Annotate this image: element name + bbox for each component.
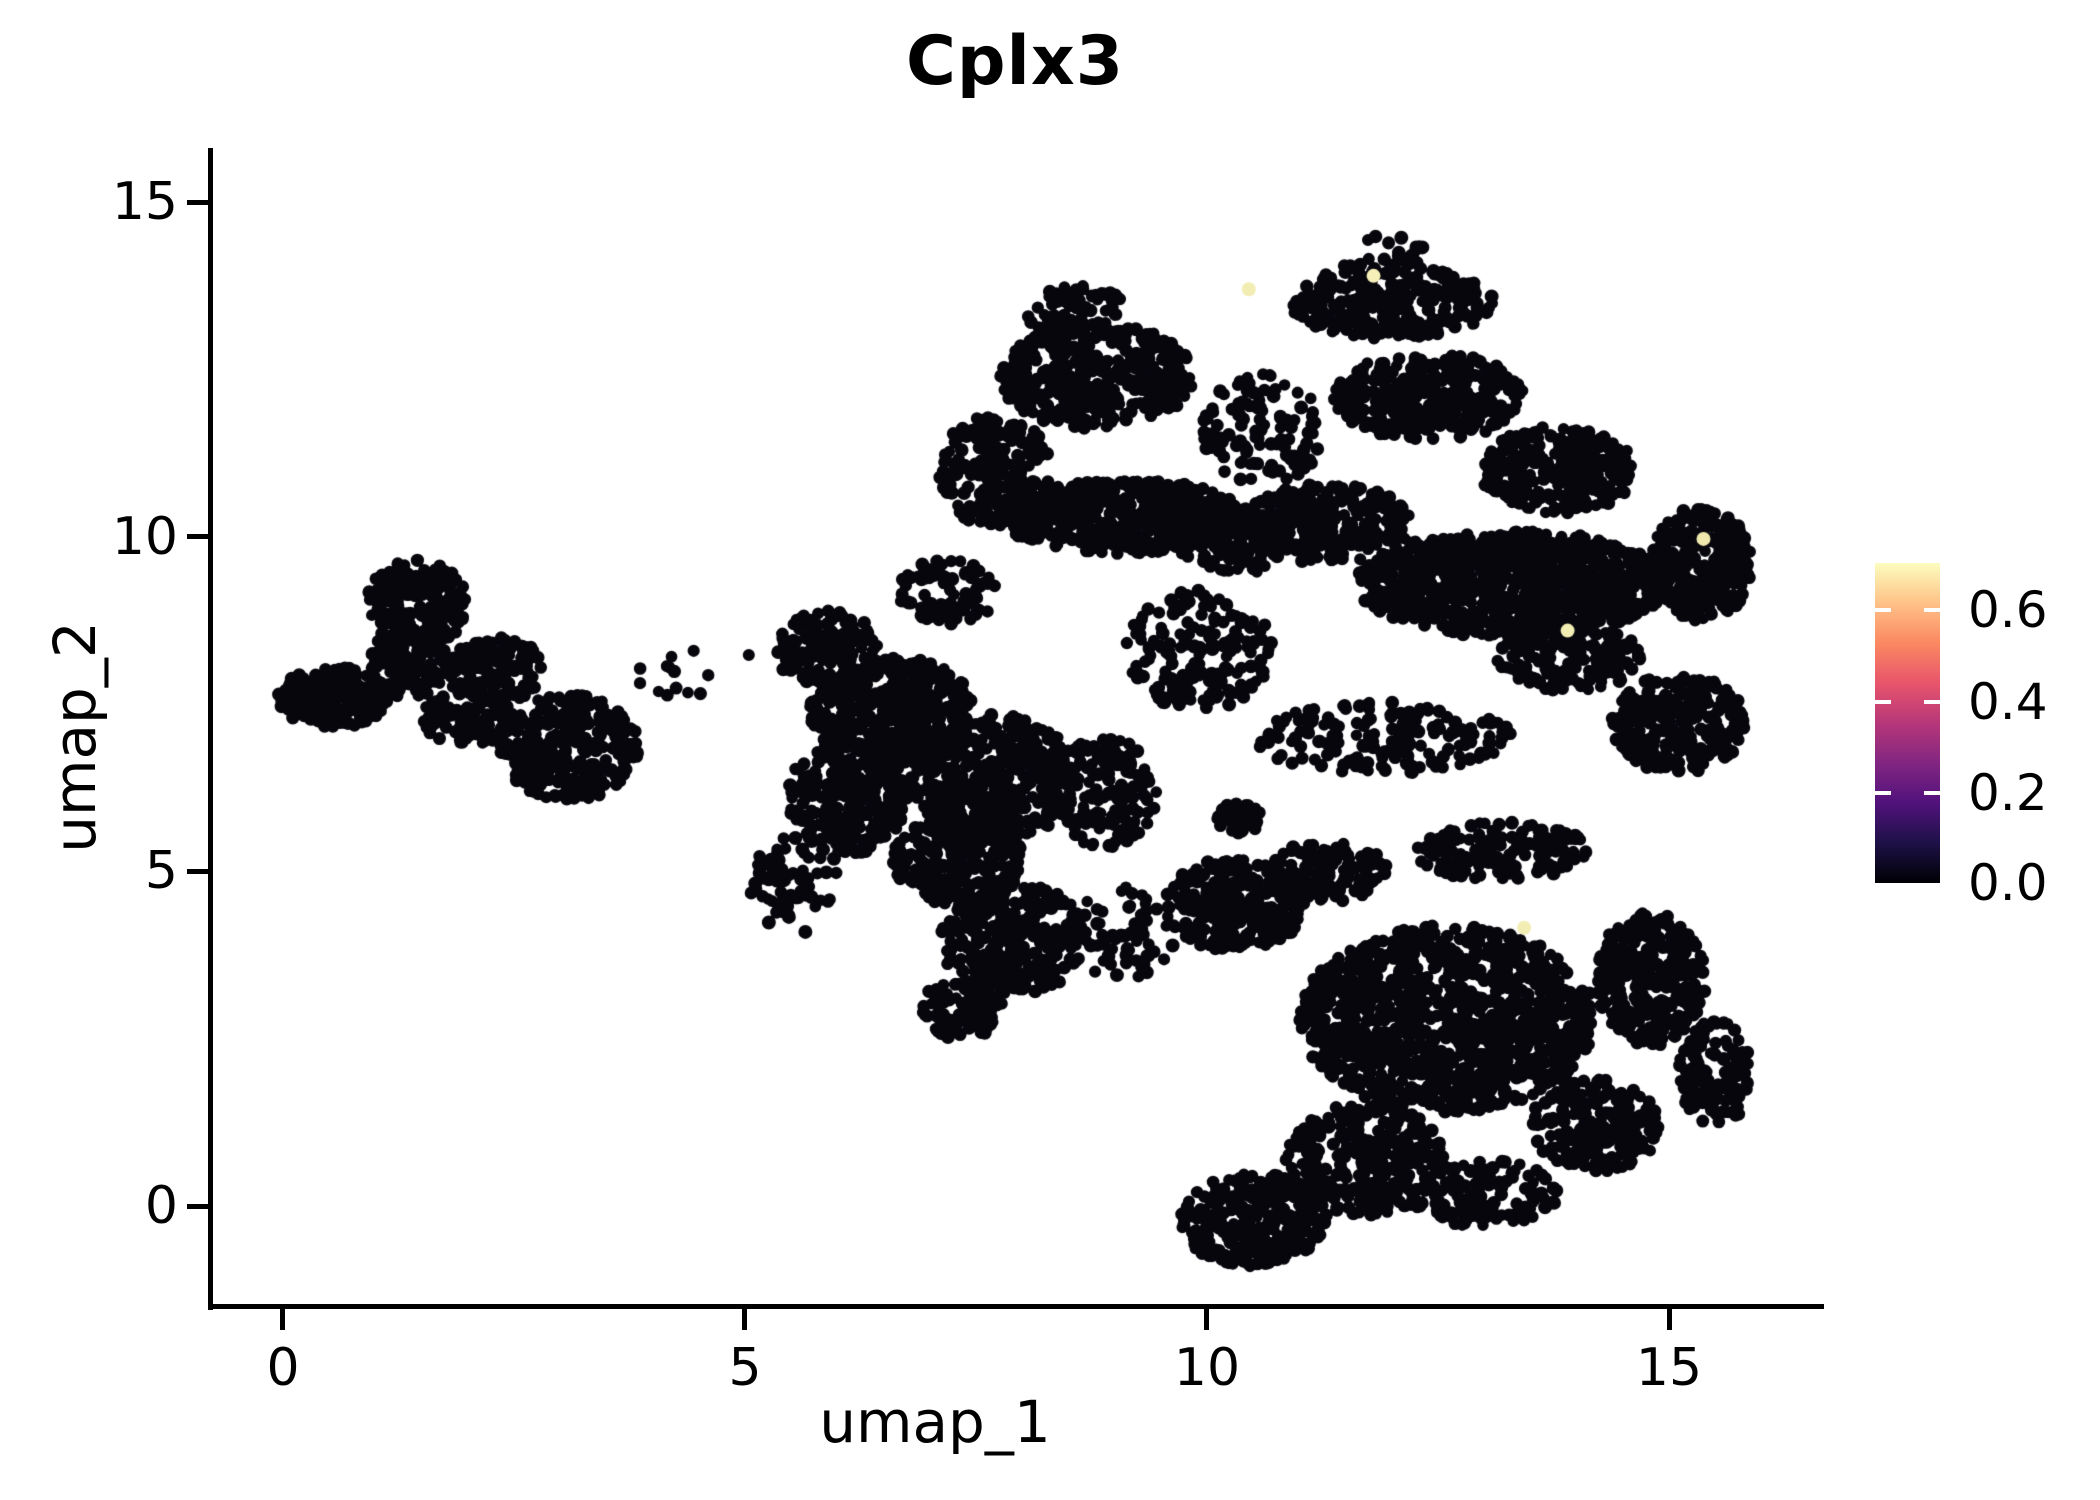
y-axis-title: umap_2 (41, 621, 109, 853)
y-axis-line (208, 148, 213, 1310)
y-axis-tick (187, 200, 209, 205)
x-axis-tick (742, 1308, 747, 1330)
y-tick-label: 10 (111, 507, 178, 567)
x-axis-tick (280, 1308, 285, 1330)
y-tick-label: 5 (144, 841, 178, 901)
x-axis-line (208, 1304, 1824, 1309)
x-axis-tick (1204, 1308, 1209, 1330)
colorbar-tick (1924, 700, 1940, 704)
colorbar-tick (1924, 791, 1940, 795)
colorbar-tick (1875, 700, 1891, 704)
y-tick-label: 15 (111, 172, 178, 232)
colorbar-tick (1875, 608, 1891, 612)
colorbar-label: 0.2 (1968, 764, 2048, 822)
colorbar-tick (1924, 608, 1940, 612)
colorbar-label: 0.6 (1968, 581, 2048, 639)
y-axis-tick (187, 1204, 209, 1209)
plot-title: Cplx3 (905, 22, 1125, 101)
colorbar-label: 0.0 (1968, 854, 2048, 912)
x-tick-label: 0 (266, 1338, 300, 1398)
colorbar-label: 0.4 (1968, 673, 2048, 731)
x-axis-tick (1667, 1308, 1672, 1330)
x-tick-label: 5 (728, 1338, 762, 1398)
y-axis-tick (187, 869, 209, 874)
x-tick-label: 15 (1635, 1338, 1703, 1398)
colorbar-tick (1875, 791, 1891, 795)
x-axis-title: umap_1 (819, 1388, 1051, 1456)
x-tick-label: 10 (1173, 1338, 1241, 1398)
y-tick-label: 0 (144, 1176, 178, 1236)
y-axis-tick (187, 534, 209, 539)
colorbar-gradient (1875, 563, 1940, 883)
